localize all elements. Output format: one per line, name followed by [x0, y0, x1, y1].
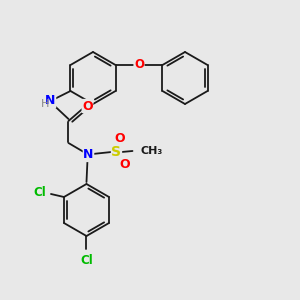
Text: O: O [119, 158, 130, 170]
Text: Cl: Cl [33, 185, 46, 199]
Text: H: H [41, 99, 50, 109]
Text: N: N [45, 94, 56, 107]
Text: S: S [112, 145, 122, 159]
Text: Cl: Cl [80, 254, 93, 267]
Text: CH₃: CH₃ [140, 146, 163, 156]
Text: N: N [83, 148, 94, 161]
Text: O: O [134, 58, 144, 71]
Text: O: O [114, 131, 125, 145]
Text: O: O [82, 100, 93, 112]
